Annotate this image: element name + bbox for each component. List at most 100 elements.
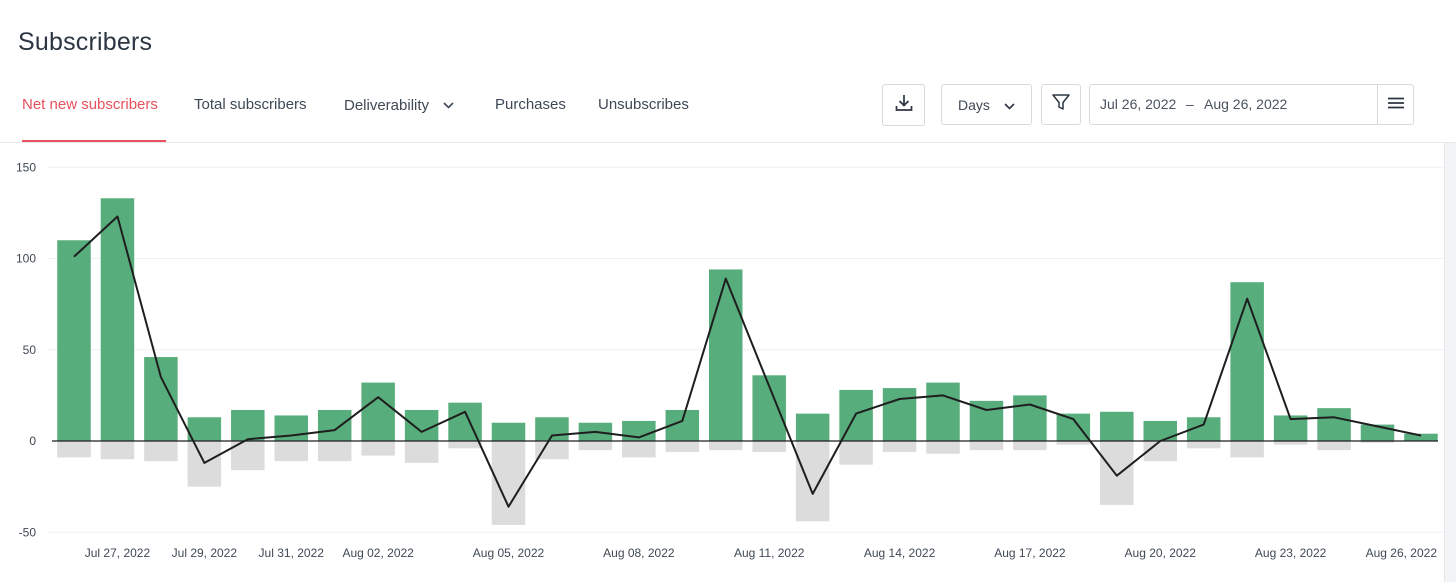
- date-range-divider: [1377, 85, 1378, 124]
- bar-unsubscribes: [274, 441, 308, 462]
- bar-unsubscribes: [317, 441, 352, 462]
- bar-new-subscribers: [361, 382, 395, 441]
- bar-new-subscribers: [1143, 420, 1177, 441]
- bar-unsubscribes: [361, 441, 395, 456]
- bar-new-subscribers: [1013, 395, 1047, 441]
- bar-new-subscribers: [1404, 433, 1438, 441]
- bar-unsubscribes: [752, 441, 786, 452]
- tab-purchases[interactable]: Purchases: [495, 96, 566, 142]
- bar-new-subscribers: [187, 417, 222, 441]
- bar-unsubscribes: [578, 441, 613, 451]
- bar-unsubscribes: [882, 441, 917, 452]
- x-tick-label: Jul 27, 2022: [85, 546, 151, 560]
- bar-new-subscribers: [795, 413, 830, 441]
- bar-new-subscribers: [882, 388, 917, 441]
- bar-new-subscribers: [1230, 282, 1264, 441]
- chevron-down-icon: [1004, 97, 1015, 113]
- filter-icon: [1051, 92, 1071, 117]
- bar-unsubscribes: [1143, 441, 1177, 462]
- date-range-separator: –: [1186, 96, 1194, 112]
- bar-new-subscribers: [926, 382, 960, 441]
- x-tick-label: Aug 02, 2022: [342, 546, 414, 560]
- header-divider: [0, 142, 1456, 143]
- chart-grid: [48, 166, 1444, 533]
- bar-unsubscribes: [839, 441, 873, 465]
- bar-unsubscribes: [795, 441, 830, 522]
- bar-unsubscribes: [1230, 441, 1264, 458]
- tab-label: Net new subscribers: [22, 96, 158, 113]
- x-tick-label: Aug 11, 2022: [734, 546, 805, 560]
- bar-unsubscribes: [926, 441, 960, 454]
- granularity-select[interactable]: Days: [941, 84, 1032, 125]
- bar-unsubscribes: [1186, 441, 1221, 449]
- y-tick-label: 0: [29, 434, 36, 448]
- page-title: Subscribers: [18, 28, 153, 56]
- bar-new-subscribers: [100, 198, 135, 441]
- report-tabs: Net new subscribers Total subscribers De…: [0, 84, 720, 142]
- x-tick-label: Aug 26, 2022: [1366, 546, 1438, 560]
- x-tick-label: Aug 05, 2022: [473, 546, 545, 560]
- tab-label: Deliverability: [344, 97, 430, 114]
- bar-new-subscribers: [57, 240, 91, 441]
- bar-unsubscribes: [622, 441, 656, 458]
- x-tick-label: Aug 17, 2022: [994, 546, 1066, 560]
- net-new-line: [73, 215, 1422, 508]
- bar-unsubscribes: [1100, 441, 1134, 505]
- bar-unsubscribes: [1273, 441, 1308, 445]
- bar-new-subscribers: [1056, 413, 1091, 441]
- new-subscribers-bars: [57, 198, 1438, 441]
- bar-unsubscribes: [709, 441, 743, 451]
- download-button[interactable]: [882, 84, 925, 126]
- bar-unsubscribes: [969, 441, 1004, 451]
- bar-unsubscribes: [665, 441, 700, 452]
- tab-net-new-subscribers[interactable]: Net new subscribers: [22, 96, 166, 142]
- scrollbar[interactable]: [1444, 143, 1456, 582]
- tab-label: Unsubscribes: [598, 96, 689, 113]
- date-range-end[interactable]: Aug 26, 2022: [1204, 96, 1288, 112]
- bar-unsubscribes: [535, 441, 569, 460]
- y-tick-label: 150: [16, 160, 36, 174]
- tab-label: Total subscribers: [194, 96, 307, 113]
- bar-unsubscribes: [1013, 441, 1047, 451]
- chart-menu-button[interactable]: [1378, 85, 1414, 124]
- y-tick-label: -50: [19, 525, 37, 539]
- bar-new-subscribers: [404, 409, 439, 441]
- bar-new-subscribers: [1100, 411, 1134, 441]
- bar-unsubscribes: [57, 441, 91, 458]
- tab-deliverability[interactable]: Deliverability: [344, 96, 454, 142]
- date-range-start[interactable]: Jul 26, 2022: [1100, 96, 1177, 112]
- bar-unsubscribes: [1360, 441, 1395, 443]
- y-tick-label: 50: [23, 343, 37, 357]
- bar-new-subscribers: [317, 409, 352, 441]
- tab-total-subscribers[interactable]: Total subscribers: [194, 96, 307, 142]
- x-axis: Jul 27, 2022 Jul 29, 2022 Jul 31, 2022 Aug …: [85, 546, 1438, 560]
- x-tick-label: Aug 23, 2022: [1255, 546, 1327, 560]
- x-tick-label: Jul 31, 2022: [259, 546, 325, 560]
- bar-unsubscribes: [1056, 441, 1091, 445]
- bar-unsubscribes: [100, 441, 135, 460]
- bar-unsubscribes: [1317, 441, 1351, 451]
- date-range-picker[interactable]: Jul 26, 2022 – Aug 26, 2022: [1089, 84, 1414, 125]
- line-net-new-subscribers: [73, 215, 1422, 508]
- x-tick-label: Aug 08, 2022: [603, 546, 675, 560]
- bar-new-subscribers: [969, 400, 1004, 441]
- y-tick-label: 100: [16, 252, 36, 266]
- x-tick-label: Aug 14, 2022: [864, 546, 936, 560]
- x-tick-label: Jul 29, 2022: [172, 546, 238, 560]
- bar-unsubscribes: [144, 441, 178, 462]
- bar-new-subscribers: [491, 422, 526, 441]
- tab-unsubscribes[interactable]: Unsubscribes: [598, 96, 689, 142]
- bar-new-subscribers: [231, 409, 265, 441]
- y-axis: 150 100 50 0 -50: [16, 160, 36, 539]
- filter-button[interactable]: [1041, 84, 1081, 125]
- tab-label: Purchases: [495, 96, 566, 113]
- bar-unsubscribes: [404, 441, 439, 463]
- bar-new-subscribers: [1317, 408, 1351, 441]
- hamburger-menu-icon: [1387, 96, 1405, 114]
- bar-unsubscribes: [448, 441, 482, 449]
- x-tick-label: Aug 20, 2022: [1125, 546, 1197, 560]
- bar-new-subscribers: [1186, 417, 1221, 441]
- chevron-down-icon: [443, 96, 454, 113]
- bar-new-subscribers: [709, 269, 743, 441]
